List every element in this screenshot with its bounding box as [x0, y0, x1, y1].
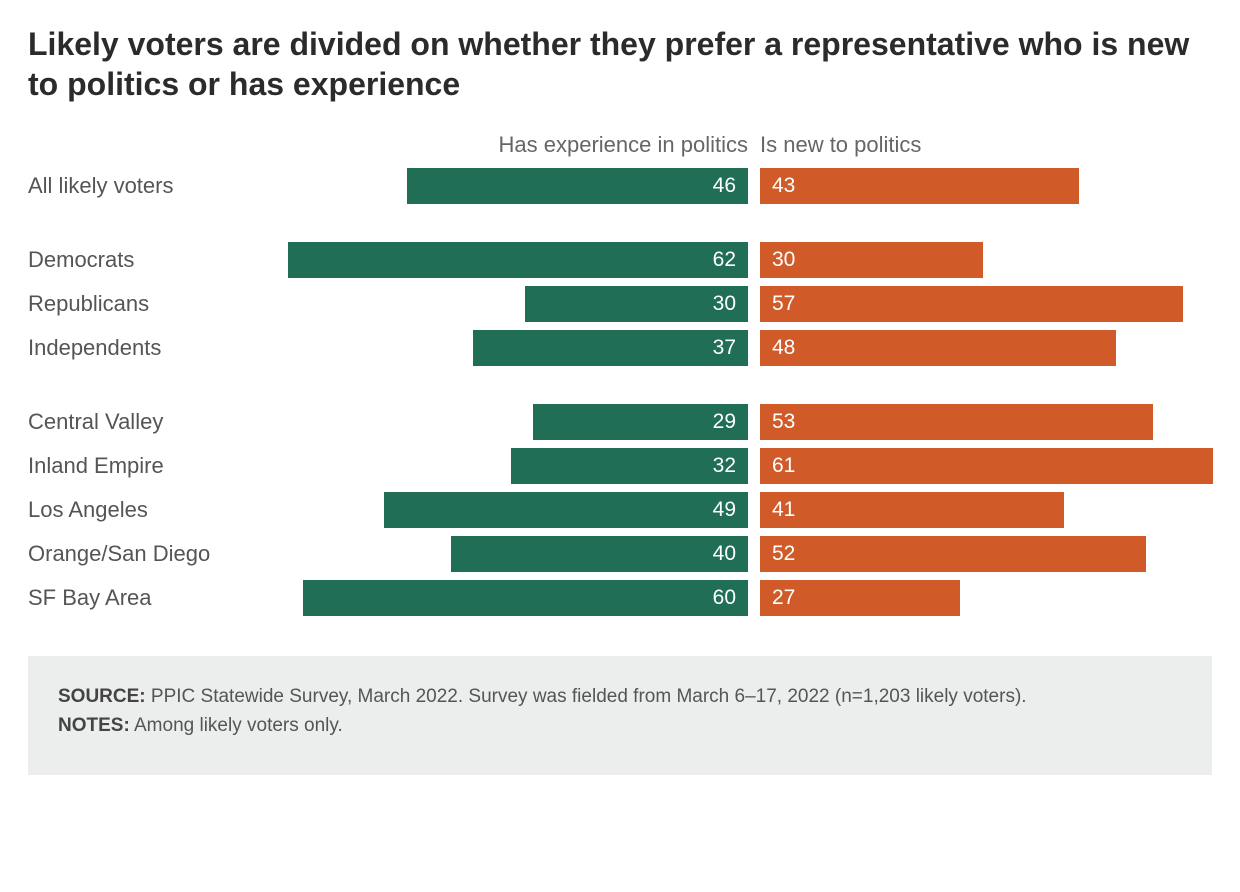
chart-row: Los Angeles 49 41 — [28, 488, 1212, 532]
bar-new-to-politics: 30 — [760, 242, 983, 278]
bar-new-to-politics: 27 — [760, 580, 960, 616]
bar-new-to-politics: 61 — [760, 448, 1213, 484]
diverging-bar-chart: Has experience in politics Is new to pol… — [28, 132, 1212, 620]
bar-has-experience: 40 — [451, 536, 748, 572]
chart-row: Orange/San Diego 40 52 — [28, 532, 1212, 576]
group-gap — [28, 370, 1212, 400]
notes-label: NOTES: — [58, 715, 130, 736]
row-label: SF Bay Area — [28, 585, 288, 611]
chart-row: Central Valley 29 53 — [28, 400, 1212, 444]
chart-row: SF Bay Area 60 27 — [28, 576, 1212, 620]
row-label: Central Valley — [28, 409, 288, 435]
bar-has-experience: 29 — [533, 404, 748, 440]
bar-has-experience: 46 — [407, 168, 748, 204]
row-label: Los Angeles — [28, 497, 288, 523]
chart-row: All likely voters 46 43 — [28, 164, 1212, 208]
row-label: Republicans — [28, 291, 288, 317]
bar-has-experience: 49 — [384, 492, 748, 528]
chart-row: Inland Empire 32 61 — [28, 444, 1212, 488]
column-header-row: Has experience in politics Is new to pol… — [28, 132, 1212, 158]
bar-has-experience: 37 — [473, 330, 748, 366]
bar-new-to-politics: 41 — [760, 492, 1064, 528]
row-label: Inland Empire — [28, 453, 288, 479]
chart-row: Democrats62 30 — [28, 238, 1212, 282]
bar-has-experience: 62 — [288, 242, 748, 278]
left-column-header: Has experience in politics — [499, 132, 748, 158]
chart-footer: SOURCE: PPIC Statewide Survey, March 202… — [28, 656, 1212, 775]
bar-new-to-politics: 52 — [760, 536, 1146, 572]
chart-row: Republicans 30 57 — [28, 282, 1212, 326]
row-label: Democrats — [28, 247, 288, 273]
row-label: Orange/San Diego — [28, 541, 288, 567]
source-text: PPIC Statewide Survey, March 2022. Surve… — [146, 686, 1027, 707]
bar-new-to-politics: 53 — [760, 404, 1153, 440]
bar-has-experience: 32 — [511, 448, 748, 484]
notes-text: Among likely voters only. — [130, 715, 343, 736]
row-label: Independents — [28, 335, 288, 361]
chart-row: Independents 37 48 — [28, 326, 1212, 370]
group-gap — [28, 208, 1212, 238]
bar-has-experience: 30 — [525, 286, 748, 322]
bar-new-to-politics: 43 — [760, 168, 1079, 204]
row-label: All likely voters — [28, 173, 288, 199]
bar-new-to-politics: 48 — [760, 330, 1116, 366]
source-label: SOURCE: — [58, 686, 146, 707]
bar-new-to-politics: 57 — [760, 286, 1183, 322]
chart-title: Likely voters are divided on whether the… — [28, 24, 1212, 104]
bar-has-experience: 60 — [303, 580, 748, 616]
right-column-header: Is new to politics — [760, 132, 921, 158]
